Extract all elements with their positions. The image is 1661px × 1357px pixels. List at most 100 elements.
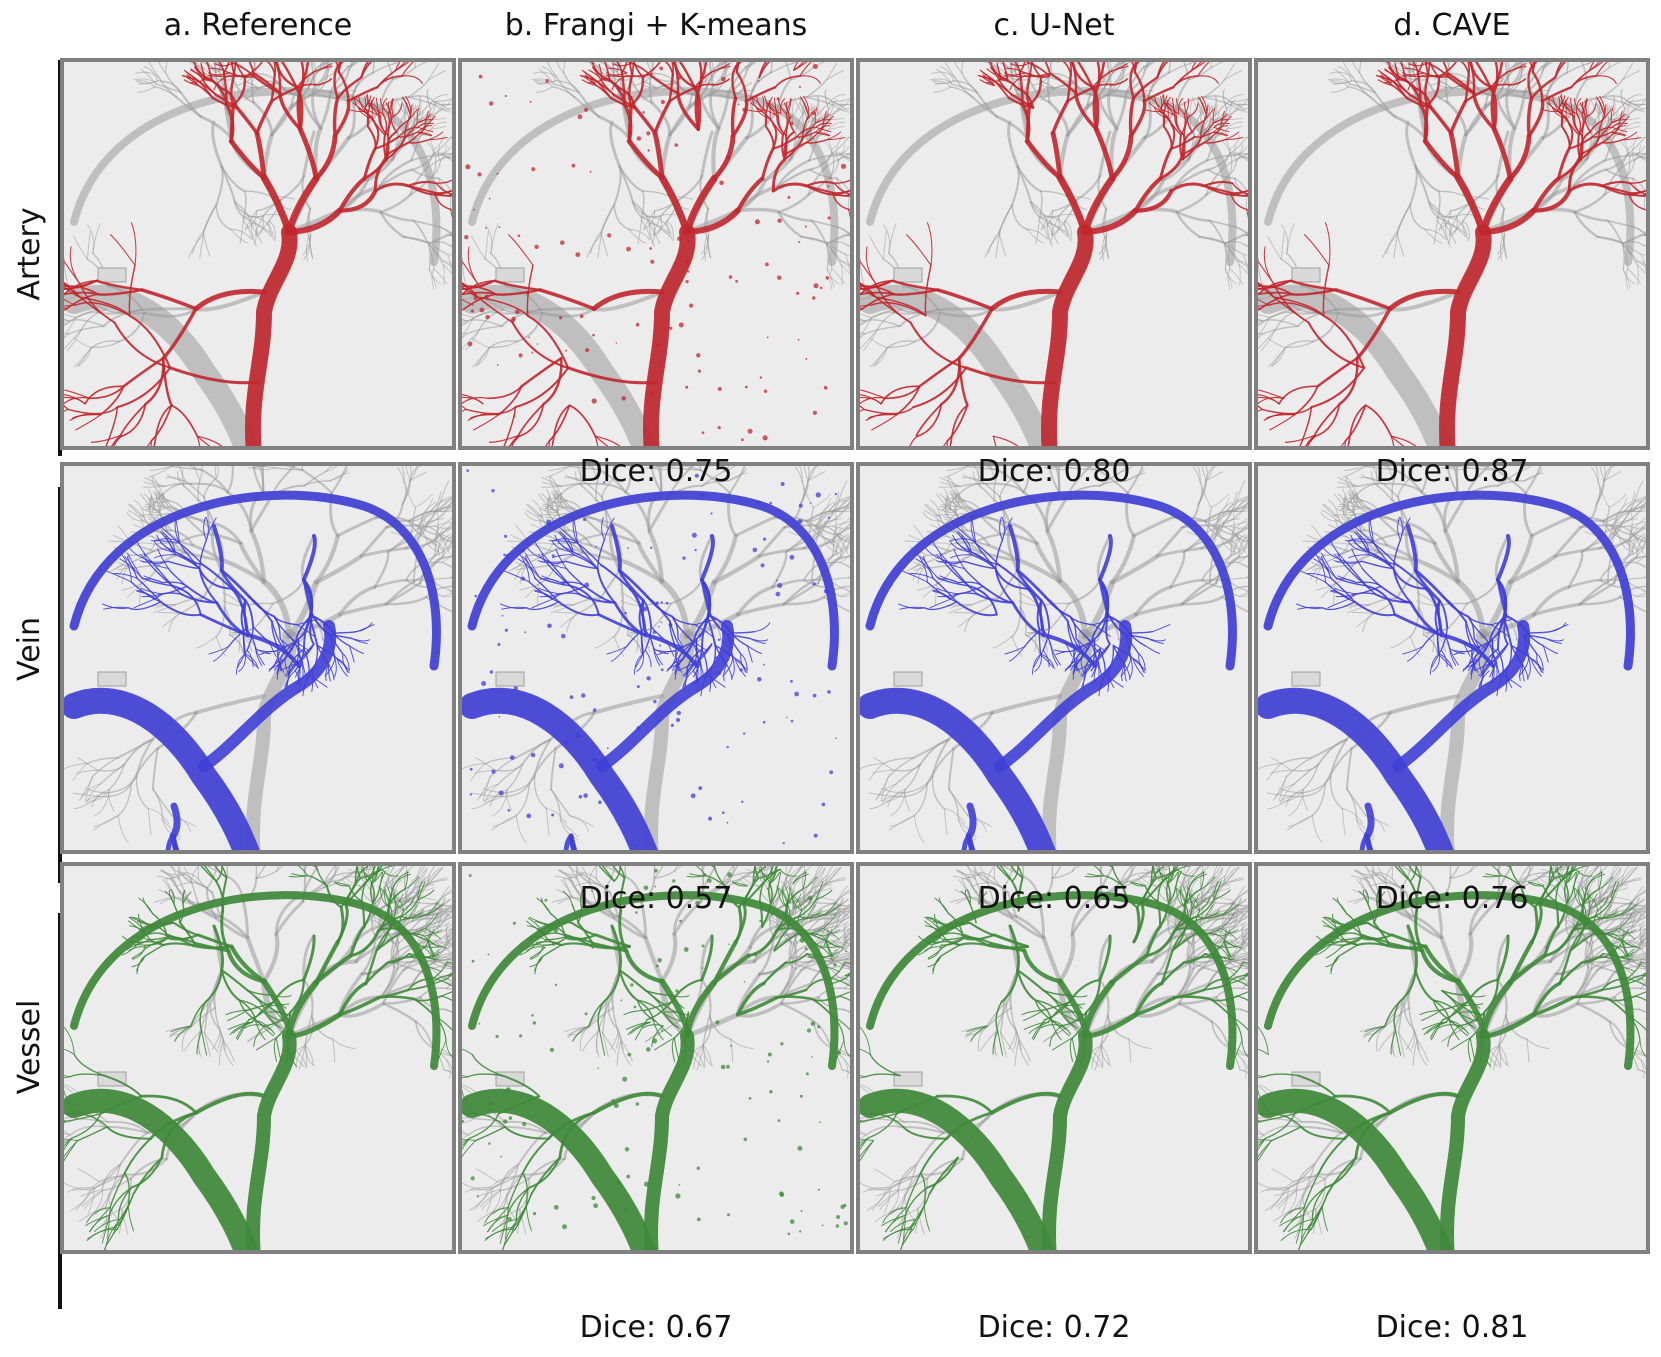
grey-vessel bbox=[135, 738, 154, 778]
grey-vessel bbox=[1200, 104, 1211, 120]
grey-vessel bbox=[613, 635, 625, 657]
noise-speck bbox=[762, 720, 766, 724]
grey-vessel bbox=[475, 348, 490, 367]
grey-vessel bbox=[948, 788, 960, 821]
segmented-vessel bbox=[398, 126, 419, 138]
segmented-vessel bbox=[1203, 180, 1234, 187]
segmented-vessel bbox=[1316, 357, 1359, 388]
segmented-vessel bbox=[936, 288, 994, 311]
grey-vessel bbox=[1229, 268, 1244, 285]
segmented-vessel bbox=[257, 649, 277, 653]
grey-vessel bbox=[203, 477, 218, 498]
panel-vein-unet bbox=[856, 462, 1252, 854]
grey-vessel bbox=[1222, 518, 1241, 523]
segmented-vessel bbox=[731, 99, 749, 138]
grey-vessel bbox=[1436, 219, 1447, 240]
segmented-vessel bbox=[912, 366, 968, 409]
grey-vessel bbox=[1604, 107, 1610, 122]
noise-speck bbox=[790, 121, 794, 126]
segmented-vessel bbox=[102, 603, 130, 609]
grey-vessel bbox=[932, 542, 952, 545]
noise-speck bbox=[642, 111, 645, 114]
grey-vessel bbox=[651, 221, 656, 244]
grey-vessel bbox=[405, 466, 411, 482]
segmented-vessel bbox=[190, 68, 206, 79]
segmented-vessel bbox=[863, 406, 915, 415]
noise-speck bbox=[787, 195, 791, 199]
segmented-vessel bbox=[572, 551, 598, 569]
segmented-vessel bbox=[1422, 71, 1449, 78]
grey-vessel bbox=[1200, 532, 1240, 550]
grey-vessel bbox=[438, 177, 452, 194]
segmented-vessel bbox=[788, 114, 795, 133]
segmented-vessel bbox=[212, 524, 224, 573]
grey-vessel bbox=[514, 562, 529, 580]
grey-vessel bbox=[735, 207, 781, 214]
grey-vessel bbox=[407, 79, 430, 98]
segmented-vessel bbox=[360, 62, 373, 79]
segmented-vessel bbox=[1387, 62, 1390, 65]
segmented-vessel bbox=[199, 539, 208, 570]
segmented-vessel bbox=[462, 291, 497, 296]
grey-vessel bbox=[1155, 525, 1184, 558]
grey-vessel bbox=[642, 87, 657, 101]
grey-vessel bbox=[108, 776, 138, 794]
segmented-vessel bbox=[860, 285, 877, 298]
grey-vessel bbox=[805, 510, 831, 522]
segmented-vessel bbox=[1622, 131, 1638, 141]
noise-speck bbox=[546, 519, 551, 525]
grey-vessel bbox=[1218, 501, 1233, 516]
segmented-vessel bbox=[992, 435, 997, 446]
grey-vessel bbox=[650, 62, 655, 75]
noise-speck bbox=[496, 364, 499, 366]
grey-vessel bbox=[1427, 200, 1449, 223]
segmented-vessel bbox=[237, 649, 248, 668]
noise-speck bbox=[595, 545, 598, 548]
segmented-vessel bbox=[769, 117, 784, 136]
grey-vessel bbox=[394, 101, 397, 117]
segmented-vessel bbox=[1162, 125, 1173, 150]
noise-speck bbox=[776, 579, 778, 582]
grey-vessel bbox=[440, 99, 452, 111]
segmented-vessel bbox=[333, 99, 351, 138]
segmented-vessel bbox=[699, 534, 715, 582]
grey-vessel bbox=[87, 757, 119, 765]
grey-vessel bbox=[826, 234, 848, 245]
grey-vessel bbox=[533, 738, 552, 778]
segmented-vessel bbox=[558, 531, 574, 553]
grey-vessel bbox=[1224, 242, 1245, 256]
segmented-vessel bbox=[686, 648, 703, 669]
grey-vessel bbox=[306, 208, 311, 238]
segmented-vessel bbox=[946, 404, 969, 442]
grey-vessel bbox=[1606, 219, 1635, 228]
grey-vessel bbox=[158, 62, 167, 74]
noise-speck bbox=[659, 644, 662, 647]
segmented-vessel bbox=[1010, 62, 1030, 67]
grey-vessel bbox=[550, 747, 557, 791]
segmented-vessel bbox=[153, 540, 176, 553]
grey-vessel bbox=[944, 466, 969, 478]
grey-vessel bbox=[483, 792, 508, 802]
segmented-vessel bbox=[300, 643, 315, 663]
grey-vessel bbox=[404, 532, 444, 550]
grey-vessel bbox=[1634, 99, 1646, 111]
noise-speck bbox=[735, 279, 738, 283]
grey-vessel bbox=[618, 558, 665, 584]
noise-speck bbox=[575, 733, 581, 738]
segmented-vessel bbox=[709, 614, 733, 634]
segmented-vessel bbox=[140, 576, 174, 587]
segmented-vessel bbox=[309, 614, 315, 645]
noise-speck bbox=[726, 821, 729, 824]
segmented-vessel bbox=[157, 548, 169, 569]
segmented-vessel bbox=[595, 84, 612, 99]
noise-speck bbox=[498, 790, 504, 796]
grey-vessel bbox=[500, 308, 542, 328]
noise-speck bbox=[565, 349, 568, 352]
segmented-vessel bbox=[1429, 105, 1453, 135]
segmented-vessel bbox=[568, 404, 597, 438]
segmented-vessel bbox=[193, 288, 267, 312]
grey-vessel bbox=[629, 62, 633, 69]
segmented-vessel bbox=[1347, 441, 1350, 446]
segmented-vessel bbox=[683, 667, 689, 688]
noise-speck bbox=[565, 741, 569, 745]
